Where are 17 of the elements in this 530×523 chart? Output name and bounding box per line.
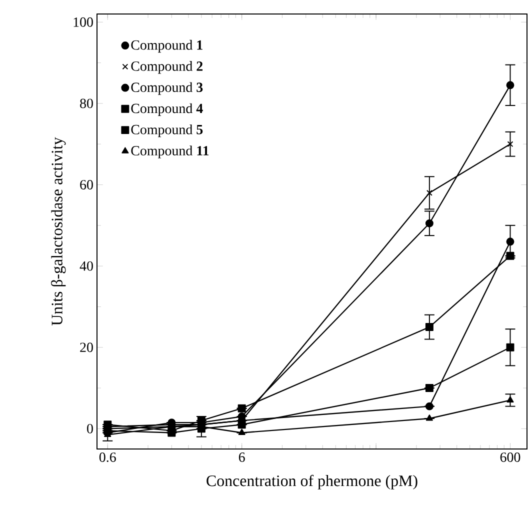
y-tick-label: 80 <box>80 98 93 108</box>
y-tick-label: 20 <box>80 342 93 352</box>
legend-label: Compound 11 <box>131 146 209 158</box>
y-tick-label: 60 <box>80 180 93 190</box>
x-tick-label: 6 <box>238 452 245 462</box>
x-tick-label: 600 <box>500 452 520 462</box>
legend-label: Compound 2 <box>131 61 203 74</box>
y-tick-label: 40 <box>80 261 93 271</box>
y-tick-label: 0 <box>87 424 93 434</box>
legend-label: Compound 5 <box>131 124 203 138</box>
y-axis-title: Units β-galactosidase activity <box>51 137 66 326</box>
legend-label: Compound 4 <box>131 103 203 116</box>
legend-label: Compound 1 <box>131 40 202 53</box>
x-axis-title: Concentration of phermone (pM) <box>206 474 418 490</box>
legend-label: Compound 3 <box>131 82 203 95</box>
x-tick-label: 0.6 <box>99 452 116 462</box>
y-tick-label: 100 <box>74 17 93 27</box>
